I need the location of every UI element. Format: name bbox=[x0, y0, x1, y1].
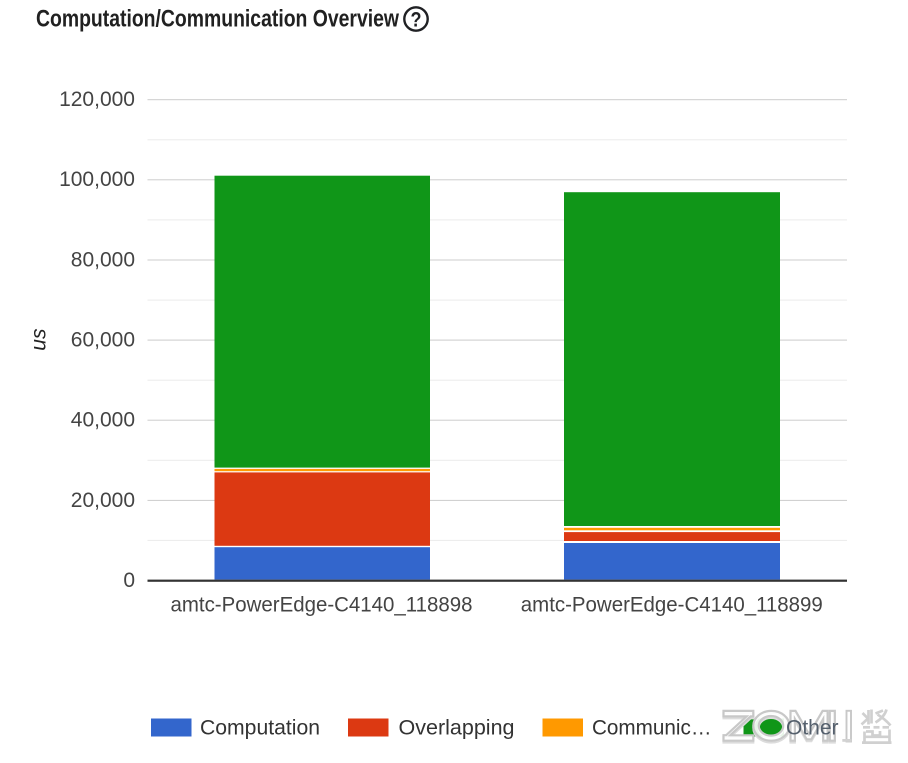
svg-text:Other: Other bbox=[786, 716, 839, 739]
svg-text:40,000: 40,000 bbox=[71, 409, 135, 432]
svg-text:100,000: 100,000 bbox=[59, 168, 135, 191]
svg-text:us: us bbox=[28, 328, 51, 351]
svg-text:20,000: 20,000 bbox=[71, 489, 135, 512]
svg-text:?: ? bbox=[411, 8, 422, 31]
svg-text:Overlapping: Overlapping bbox=[399, 716, 515, 739]
svg-text:amtc-PowerEdge-C4140_118898: amtc-PowerEdge-C4140_118898 bbox=[171, 594, 473, 617]
svg-text:120,000: 120,000 bbox=[59, 88, 135, 111]
svg-text:Communic…: Communic… bbox=[592, 716, 712, 739]
svg-text:Computation: Computation bbox=[200, 716, 320, 739]
svg-text:Computation/Communication Over: Computation/Communication Overview bbox=[36, 6, 400, 33]
svg-text:60,000: 60,000 bbox=[71, 329, 135, 352]
svg-text:amtc-PowerEdge-C4140_118899: amtc-PowerEdge-C4140_118899 bbox=[521, 594, 823, 617]
svg-text:80,000: 80,000 bbox=[71, 248, 135, 271]
svg-text:0: 0 bbox=[123, 569, 135, 592]
